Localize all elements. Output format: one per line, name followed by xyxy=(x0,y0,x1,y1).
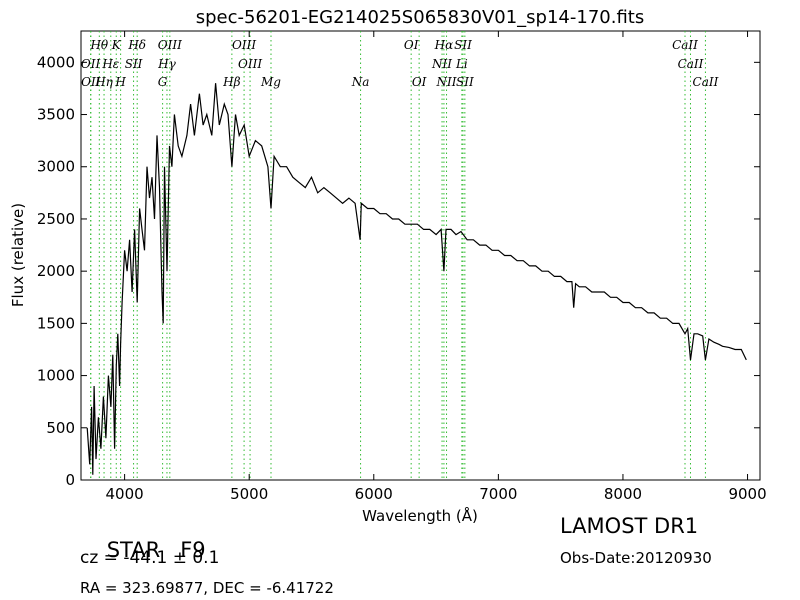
line-label: K xyxy=(111,38,122,52)
y-axis-label: Flux (relative) xyxy=(9,203,27,307)
y-tick-label: 1000 xyxy=(37,367,75,385)
subclass-label: F9 xyxy=(180,538,206,562)
line-label: OI xyxy=(404,38,419,52)
line-label: SII xyxy=(456,75,474,89)
line-label: SII xyxy=(454,38,472,52)
line-label: SII xyxy=(125,57,143,71)
y-tick-label: 500 xyxy=(46,419,75,437)
line-label: CaII xyxy=(678,57,704,71)
line-label: OIII xyxy=(158,38,182,52)
survey-label: LAMOST DR1 xyxy=(560,514,699,538)
line-label: Li xyxy=(455,57,468,71)
line-label: NII xyxy=(436,75,457,89)
line-label: Hγ xyxy=(157,57,176,71)
y-tick-label: 2500 xyxy=(37,210,75,228)
x-tick-label: 8000 xyxy=(604,485,642,503)
line-label: Mg xyxy=(260,75,281,89)
y-tick-label: 4000 xyxy=(37,53,75,71)
line-label: Hβ xyxy=(222,75,240,89)
chart-title: spec-56201-EG214025S065830V01_sp14-170.f… xyxy=(196,7,644,28)
obs-date: Obs-Date:20120930 xyxy=(560,549,712,567)
line-label: NII xyxy=(431,57,452,71)
line-label: Hη xyxy=(94,75,113,89)
axis-ticks: 4000 5000 6000 7000 8000 9000 0 500 1000 1500 2000… xyxy=(37,31,767,503)
line-label: OII xyxy=(81,57,101,71)
line-label: Na xyxy=(351,75,370,89)
ra-dec-value: RA = 323.69877, DEC = -6.41722 xyxy=(80,579,334,597)
line-markers xyxy=(90,31,706,480)
spectrum-line xyxy=(86,83,747,475)
y-tick-label: 3000 xyxy=(37,158,75,176)
line-label: OIII xyxy=(238,57,262,71)
y-tick-label: 0 xyxy=(65,471,75,489)
plot-frame xyxy=(80,30,761,481)
x-tick-label: 6000 xyxy=(355,485,393,503)
line-label: G xyxy=(158,75,168,89)
object-class: STAR F9 xyxy=(80,514,206,586)
x-tick-label: 9000 xyxy=(728,485,766,503)
line-label: CaII xyxy=(672,38,698,52)
x-tick-label: 7000 xyxy=(479,485,517,503)
line-label: OIII xyxy=(232,38,256,52)
line-label: Hα xyxy=(434,38,454,52)
line-label: OI xyxy=(412,75,427,89)
y-tick-label: 2000 xyxy=(37,262,75,280)
class-label: STAR xyxy=(106,538,161,562)
line-label: H xyxy=(114,75,126,89)
x-tick-label: 5000 xyxy=(230,485,268,503)
line-label: Hθ xyxy=(89,38,108,52)
line-label: Hδ xyxy=(127,38,146,52)
x-tick-label: 4000 xyxy=(106,485,144,503)
line-label: OII xyxy=(81,75,101,89)
line-label: CaII xyxy=(693,75,719,89)
y-tick-label: 3500 xyxy=(37,106,75,124)
line-label: Hε xyxy=(101,57,119,71)
cz-value: cz = -44.1 ± 0.1 xyxy=(80,548,220,568)
x-axis-label: Wavelength (Å) xyxy=(362,506,478,525)
y-tick-label: 1500 xyxy=(37,314,75,332)
